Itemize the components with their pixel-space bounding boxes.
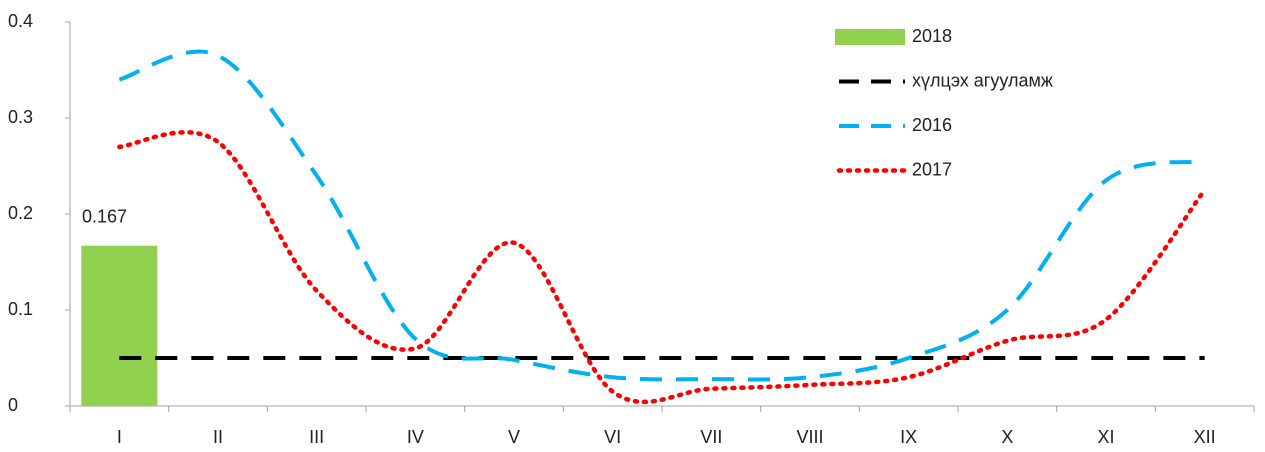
bar (81, 245, 158, 406)
x-tick-label: XI (1097, 427, 1114, 447)
x-tick-label: IV (407, 427, 424, 447)
line (117, 130, 1207, 405)
x-tick-label: IX (900, 427, 917, 447)
legend-swatch (835, 29, 905, 45)
x-tick-label: V (508, 427, 520, 447)
x-tick-label: VI (604, 427, 621, 447)
legend-label: 2016 (912, 115, 952, 135)
y-tick-label: 0.4 (8, 11, 33, 31)
data-label: 0.167 (82, 206, 127, 226)
y-tick-label: 0.1 (8, 299, 33, 319)
legend-label: хүлцэх агууламж (912, 70, 1053, 90)
legend-label: 2017 (912, 159, 952, 179)
x-tick-label: II (213, 427, 223, 447)
x-tick-label: VII (700, 427, 722, 447)
x-tick-label: X (1001, 427, 1013, 447)
x-tick-label: I (117, 427, 122, 447)
legend-label: 2018 (912, 26, 952, 46)
y-tick-label: 0.3 (8, 107, 33, 127)
y-tick-label: 0.2 (8, 203, 33, 223)
y-tick-label: 0 (8, 395, 18, 415)
x-tick-label: XII (1194, 427, 1216, 447)
x-tick-label: III (309, 427, 324, 447)
x-tick-label: VIII (796, 427, 823, 447)
line (118, 49, 1206, 382)
